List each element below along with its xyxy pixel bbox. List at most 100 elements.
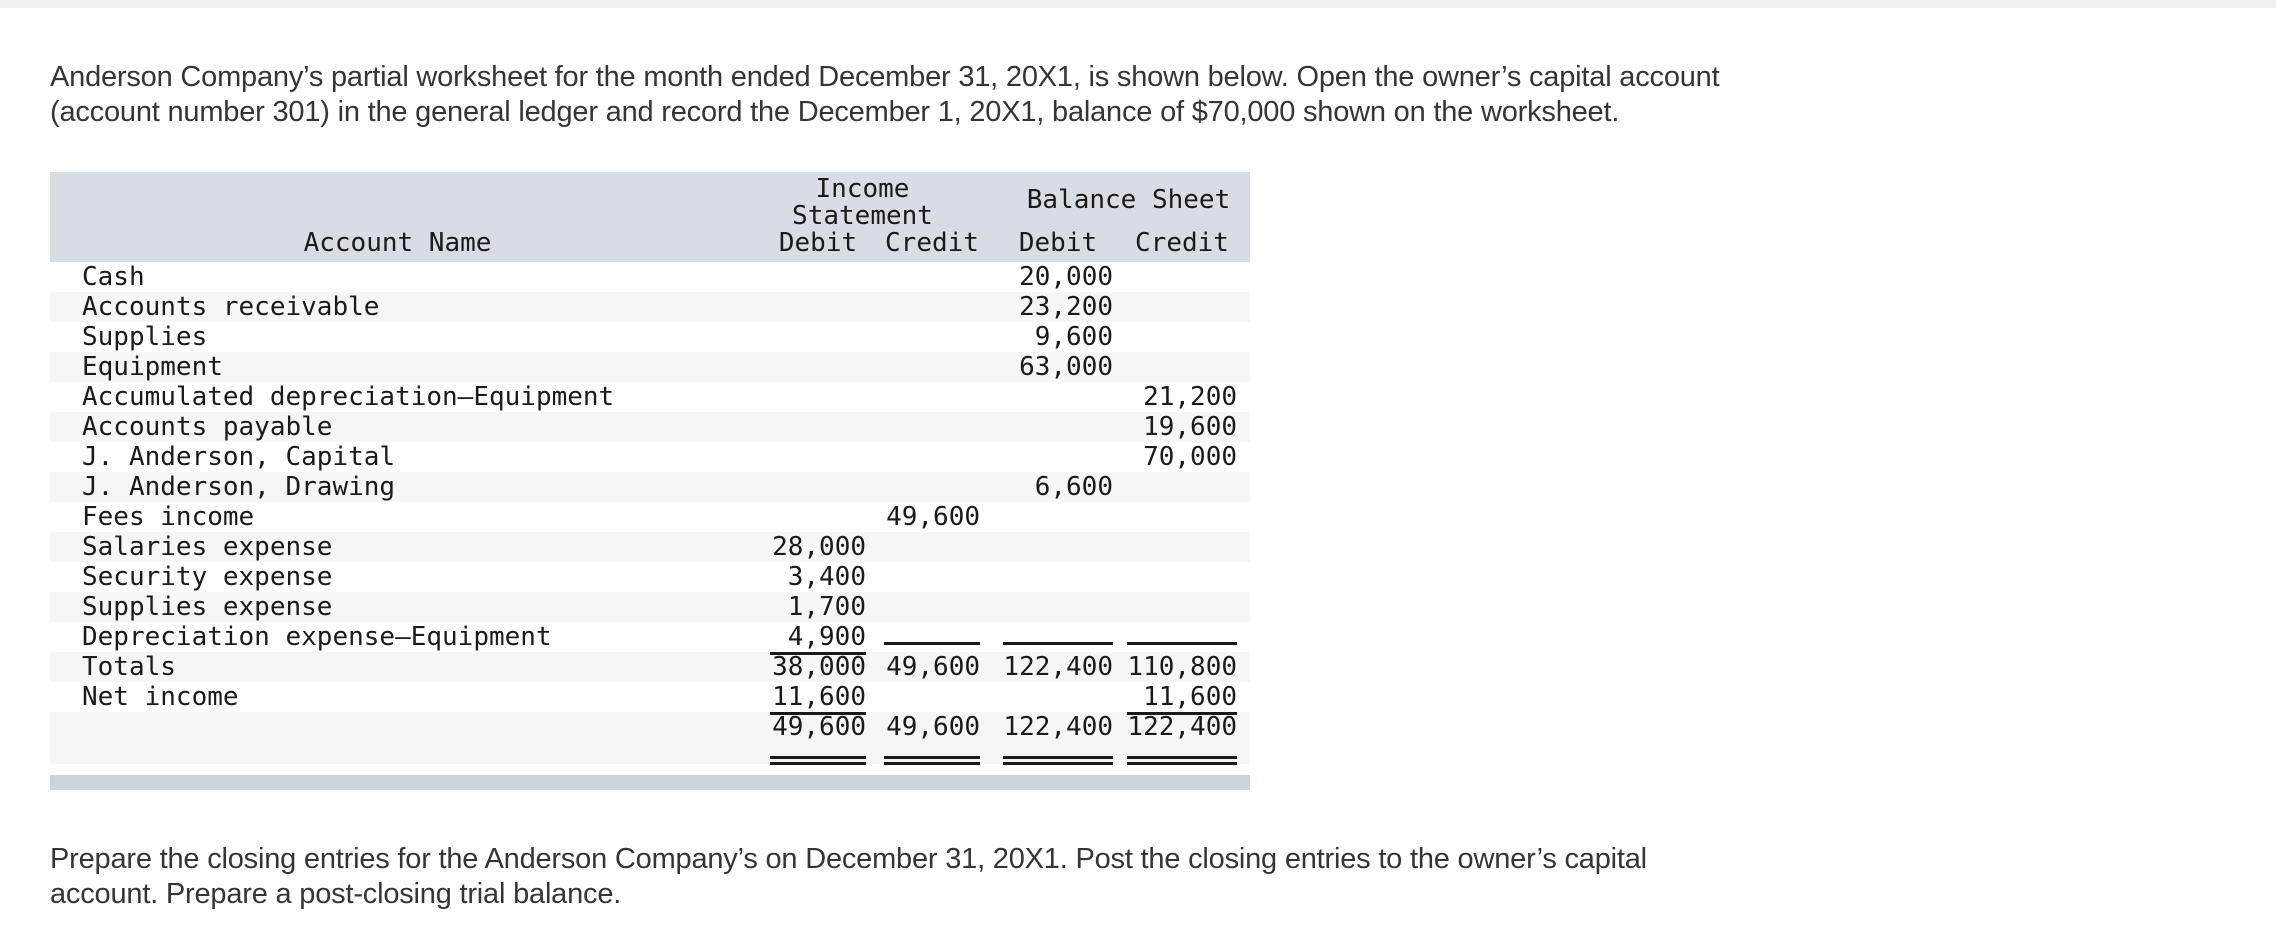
bs-debit-double-rule <box>980 742 1113 772</box>
is-debit-cell <box>745 412 866 442</box>
table-row: Accounts payable 19,600 <box>50 412 1250 442</box>
is-credit-cell: 49,600 <box>886 712 980 742</box>
table-row: J. Anderson, Capital 70,000 <box>50 442 1250 472</box>
is-debit-cell <box>745 472 866 502</box>
is-debit-cell: 49,600 <box>772 712 866 742</box>
bs-debit-cell <box>980 412 1113 442</box>
is-credit-cell <box>866 352 980 382</box>
is-credit-cell <box>866 322 980 352</box>
bs-credit-cell <box>1113 472 1237 502</box>
bs-debit-cell: 6,600 <box>1034 472 1113 502</box>
account-name-cell <box>50 712 745 742</box>
is-debit-cell <box>745 322 866 352</box>
worksheet-header: Account Name Income Statement Balance Sh… <box>50 172 1250 262</box>
account-name-cell: Accounts receivable <box>82 292 380 322</box>
bs-debit-cell <box>980 682 1113 715</box>
bs-debit-cell: 63,000 <box>1019 352 1113 382</box>
bs-credit-cell <box>1113 502 1237 532</box>
bs-credit-cell <box>1113 262 1237 292</box>
account-name-cell: Accumulated depreciation—Equipment <box>82 382 615 412</box>
bs-credit-double-rule <box>1113 742 1237 772</box>
table-row: Net income 11,600 11,600 <box>50 682 1250 715</box>
account-name-cell: Supplies expense <box>82 592 333 622</box>
partial-worksheet-table: Account Name Income Statement Balance Sh… <box>50 172 1250 790</box>
is-debit-cell <box>745 352 866 382</box>
account-name-cell: J. Anderson, Drawing <box>82 472 396 502</box>
bs-debit-cell <box>980 592 1113 622</box>
outro-paragraph: Prepare the closing entries for the Ande… <box>50 842 1647 912</box>
table-row: Equipment 63,000 <box>50 352 1250 382</box>
bs-debit-cell <box>980 562 1113 592</box>
account-name-cell: Depreciation expense—Equipment <box>82 622 552 652</box>
table-row: Supplies expense 1,700 <box>50 592 1250 622</box>
is-credit-cell <box>866 682 980 715</box>
bs-debit-cell: 20,000 <box>1019 262 1113 292</box>
bs-debit-cell: 122,400 <box>1003 712 1113 742</box>
table-row: Salaries expense 28,000 <box>50 532 1250 562</box>
is-credit-double-rule <box>866 742 980 772</box>
double-rule-row <box>50 742 1250 765</box>
worksheet-footer-bar <box>50 775 1250 790</box>
is-debit-cell: 3,400 <box>787 562 866 592</box>
table-row: J. Anderson, Drawing 6,600 <box>50 472 1250 502</box>
is-credit-cell <box>866 442 980 472</box>
bs-debit-cell <box>980 442 1113 472</box>
bs-debit-cell <box>980 532 1113 562</box>
bs-debit-cell <box>980 622 1113 655</box>
income-statement-column-group-header: Income Statement <box>745 172 980 231</box>
bs-credit-cell <box>1113 532 1237 562</box>
bs-credit-cell: 21,200 <box>1143 382 1237 412</box>
table-row: Cash 20,000 <box>50 262 1250 292</box>
intro-line-2: (account number 301) in the general ledg… <box>50 96 1620 128</box>
is-credit-cell <box>866 562 980 592</box>
bs-credit-cell <box>1113 292 1237 322</box>
bs-credit-cell <box>1113 562 1237 592</box>
account-name-cell: Accounts payable <box>82 412 333 442</box>
account-name-cell: Supplies <box>82 322 208 352</box>
table-row: Security expense 3,400 <box>50 562 1250 592</box>
is-debit-cell: 11,600 <box>745 682 866 715</box>
bs-credit-cell <box>1113 622 1237 655</box>
income-statement-header-line-1: Income <box>815 174 910 204</box>
bs-debit-cell <box>980 502 1113 532</box>
table-row: Fees income 49,600 <box>50 502 1250 532</box>
is-credit-cell <box>866 412 980 442</box>
is-debit-cell: 4,900 <box>745 622 866 655</box>
bs-debit-cell: 9,600 <box>1034 322 1113 352</box>
is-credit-cell <box>866 292 980 322</box>
bs-credit-cell <box>1113 352 1237 382</box>
account-name-cell: Salaries expense <box>82 532 333 562</box>
is-debit-cell <box>745 262 866 292</box>
is-debit-cell: 1,700 <box>787 592 866 622</box>
is-credit-cell <box>866 532 980 562</box>
account-name-cell: Equipment <box>82 352 223 382</box>
bs-credit-cell: 110,800 <box>1127 652 1237 682</box>
balance-sheet-column-group-header: Balance Sheet <box>1026 185 1231 215</box>
account-name-cell: Cash <box>82 262 145 292</box>
bs-debit-cell: 23,200 <box>1019 292 1113 322</box>
intro-paragraph: Anderson Company’s partial worksheet for… <box>50 60 1720 130</box>
table-row: Totals 38,000 49,600 122,400 110,800 <box>50 652 1250 682</box>
bs-credit-cell: 70,000 <box>1143 442 1237 472</box>
bs-debit-cell: 122,400 <box>1003 652 1113 682</box>
outro-line-1: Prepare the closing entries for the Ande… <box>50 843 1647 875</box>
top-window-edge-bar <box>0 0 2276 8</box>
bs-credit-cell <box>1113 592 1237 622</box>
bs-debit-column-header: Debit <box>1018 228 1098 258</box>
outro-line-2: account. Prepare a post-closing trial ba… <box>50 878 622 910</box>
is-credit-cell <box>866 382 980 412</box>
worksheet-rows: Cash 20,000 Accounts receivable 23,200 S… <box>50 262 1250 742</box>
intro-line-1: Anderson Company’s partial worksheet for… <box>50 61 1720 93</box>
table-row: Depreciation expense—Equipment 4,900 <box>50 622 1250 655</box>
bs-debit-cell <box>980 382 1113 412</box>
is-credit-cell: 49,600 <box>886 502 980 532</box>
table-row: Accumulated depreciation—Equipment 21,20… <box>50 382 1250 412</box>
table-row: Supplies 9,600 <box>50 322 1250 352</box>
bs-credit-cell <box>1113 322 1237 352</box>
account-name-cell: Net income <box>82 682 239 712</box>
is-debit-cell <box>745 382 866 412</box>
is-debit-double-rule <box>745 742 866 772</box>
income-statement-header-line-2: Statement <box>792 201 933 231</box>
is-debit-cell: 38,000 <box>772 652 866 682</box>
